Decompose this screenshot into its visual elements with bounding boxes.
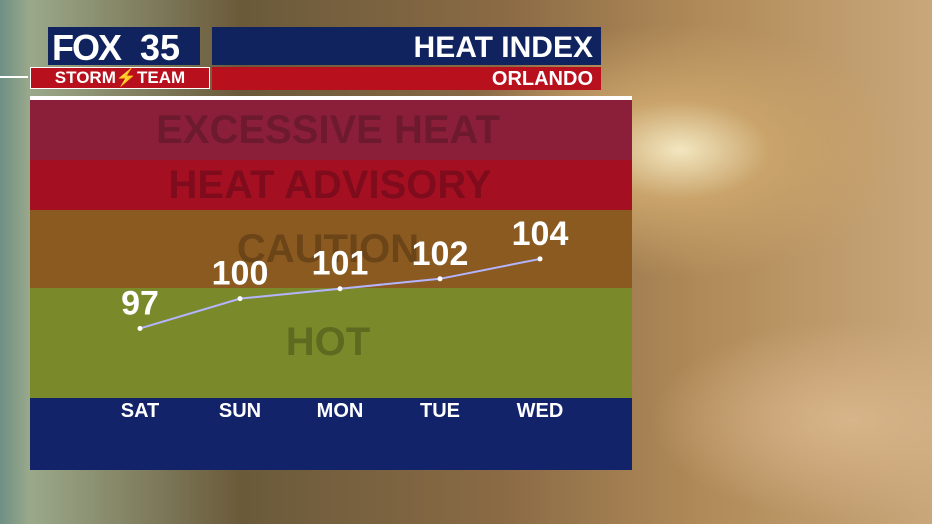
x-tick-label: SAT xyxy=(121,400,160,422)
band-excessive xyxy=(30,100,632,160)
point xyxy=(537,256,543,262)
point xyxy=(137,325,143,331)
title: HEAT INDEX xyxy=(413,31,593,64)
logo-box: FOX 35 xyxy=(48,27,200,68)
axis-band xyxy=(30,398,632,470)
band-caution xyxy=(30,210,632,288)
band-label: HEAT ADVISORY xyxy=(169,163,492,207)
logo: FOX xyxy=(52,27,122,68)
channel: 35 xyxy=(140,27,181,68)
band-label: CAUTION xyxy=(237,227,419,271)
title-bar: HEAT INDEX xyxy=(212,27,601,65)
team-right: TEAM xyxy=(137,68,186,87)
point xyxy=(237,296,243,302)
location: ORLANDO xyxy=(491,68,593,90)
accent-line xyxy=(0,76,28,78)
x-tick-label: TUE xyxy=(420,400,460,422)
value-label: 101 xyxy=(312,245,369,283)
value-label: 102 xyxy=(412,235,469,273)
value-label: 104 xyxy=(512,215,569,253)
x-tick-label: WED xyxy=(517,400,564,422)
x-tick-label: MON xyxy=(317,400,364,422)
band-advisory xyxy=(30,160,632,210)
panel-top xyxy=(30,96,632,100)
band-label: HOT xyxy=(286,320,370,364)
team-badge: STORM⚡TEAM xyxy=(30,67,210,89)
value-label: 100 xyxy=(212,255,269,293)
point xyxy=(337,286,343,292)
x-tick-label: SUN xyxy=(219,400,261,422)
band-hot xyxy=(30,288,632,398)
value-label: 97 xyxy=(121,284,159,322)
point xyxy=(437,276,443,282)
band-label: EXCESSIVE HEAT xyxy=(156,108,500,152)
team-left: STORM xyxy=(54,68,116,87)
location-bar: ORLANDO xyxy=(212,67,601,90)
